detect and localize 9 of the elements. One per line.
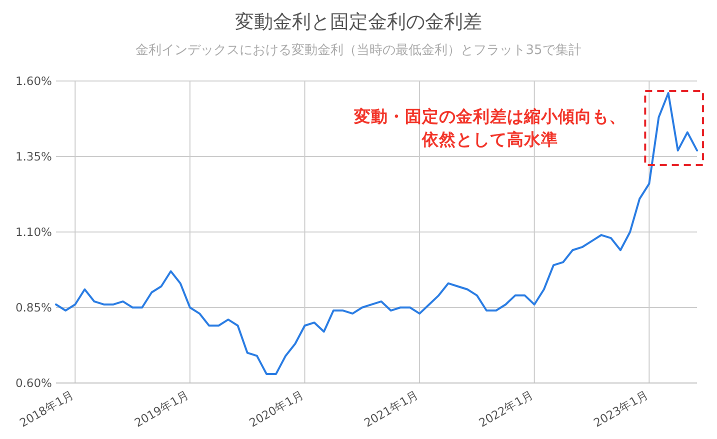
annotation: 依然として高水準 <box>421 130 558 149</box>
annotation: 変動・固定の金利差は縮小傾向も、 <box>353 107 626 126</box>
y-tick-label: 1.60% <box>15 74 52 88</box>
y-tick-label: 1.10% <box>15 225 52 239</box>
y-tick-label: 0.60% <box>15 376 52 390</box>
y-tick-label: 0.85% <box>15 300 52 314</box>
chart-subtitle: 金利インデックスにおける変動金利（当時の最低金利）とフラット35で集計 <box>136 42 582 58</box>
chart-title: 変動金利と固定金利の金利差 <box>235 11 482 33</box>
y-tick-label: 1.35% <box>15 150 52 164</box>
